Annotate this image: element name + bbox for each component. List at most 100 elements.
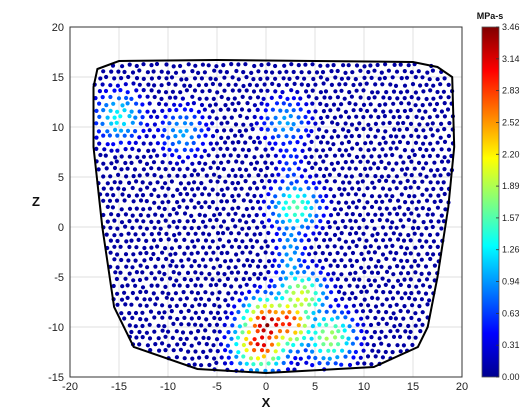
data-point <box>339 272 344 277</box>
data-point <box>377 76 382 81</box>
data-point <box>428 219 434 224</box>
data-point <box>170 193 176 198</box>
data-point <box>94 121 99 126</box>
data-point <box>314 237 319 242</box>
data-point <box>446 159 451 164</box>
data-point <box>289 88 294 93</box>
data-point <box>274 245 279 250</box>
data-point <box>353 166 358 171</box>
data-point <box>320 251 325 256</box>
data-point <box>162 141 167 146</box>
data-point <box>130 70 136 75</box>
data-point <box>97 114 102 119</box>
data-point <box>307 252 312 257</box>
data-point <box>148 114 154 119</box>
data-point <box>296 128 301 133</box>
y-tick-label: -15 <box>48 372 64 384</box>
data-point <box>375 128 381 133</box>
data-point <box>211 225 216 230</box>
data-point <box>215 296 221 301</box>
data-point <box>261 315 266 321</box>
data-point <box>318 154 323 159</box>
data-point <box>153 264 158 269</box>
data-point <box>344 212 349 217</box>
data-point <box>303 114 308 120</box>
data-point <box>317 231 322 236</box>
data-point <box>287 218 292 223</box>
data-point <box>207 245 212 250</box>
data-point <box>177 167 182 172</box>
colorbar-tick-label: 3.46 <box>502 22 520 32</box>
data-point <box>191 101 196 106</box>
data-point <box>121 121 127 127</box>
data-point <box>115 252 120 257</box>
data-point <box>428 256 433 262</box>
data-point <box>311 194 316 199</box>
data-point <box>299 82 304 87</box>
data-point <box>341 63 346 68</box>
data-point <box>300 278 305 283</box>
data-point <box>395 264 400 269</box>
data-point <box>394 251 399 256</box>
data-point <box>147 322 152 327</box>
data-point <box>252 283 257 288</box>
data-point <box>152 200 157 205</box>
data-point <box>282 115 287 120</box>
data-point <box>123 302 128 307</box>
data-point <box>151 69 156 74</box>
data-point <box>129 133 134 138</box>
data-point <box>398 154 403 159</box>
data-point <box>174 278 179 283</box>
data-point <box>175 316 180 322</box>
data-point <box>291 108 296 113</box>
data-point <box>416 290 421 295</box>
data-point <box>354 114 359 119</box>
data-point <box>413 90 418 95</box>
data-point <box>401 134 406 139</box>
data-point <box>125 295 130 300</box>
data-point <box>372 161 377 166</box>
data-point <box>215 349 220 354</box>
data-point <box>284 226 289 231</box>
data-point <box>350 70 355 75</box>
data-point <box>259 115 264 120</box>
data-point <box>199 76 204 81</box>
data-point <box>157 270 162 275</box>
data-point <box>223 259 228 264</box>
data-point <box>255 315 260 320</box>
data-point <box>192 205 197 210</box>
data-point <box>148 348 153 353</box>
data-point <box>241 70 246 75</box>
data-point <box>195 186 201 191</box>
data-point <box>364 329 369 334</box>
data-point <box>151 148 156 153</box>
data-point <box>200 257 206 262</box>
data-point <box>259 88 264 93</box>
data-point <box>127 219 132 224</box>
x-tick-label: 5 <box>312 381 318 393</box>
data-point <box>149 232 154 237</box>
data-point <box>101 108 106 113</box>
data-point <box>324 295 329 300</box>
data-point <box>228 349 233 354</box>
data-point <box>405 140 410 145</box>
data-point <box>299 238 304 243</box>
data-point <box>252 114 257 120</box>
data-point <box>420 310 425 315</box>
data-point <box>107 198 113 203</box>
data-point <box>265 165 270 171</box>
data-point <box>343 239 348 244</box>
data-point <box>373 108 378 113</box>
data-point <box>347 153 352 158</box>
data-point <box>328 95 333 100</box>
data-point <box>190 304 195 309</box>
data-point <box>296 258 302 263</box>
data-point <box>320 120 325 125</box>
data-point <box>311 310 316 316</box>
data-point <box>387 265 392 270</box>
data-point <box>302 76 307 81</box>
data-point <box>122 198 127 203</box>
data-point <box>366 122 371 127</box>
data-point <box>421 154 426 159</box>
data-point <box>162 271 167 277</box>
